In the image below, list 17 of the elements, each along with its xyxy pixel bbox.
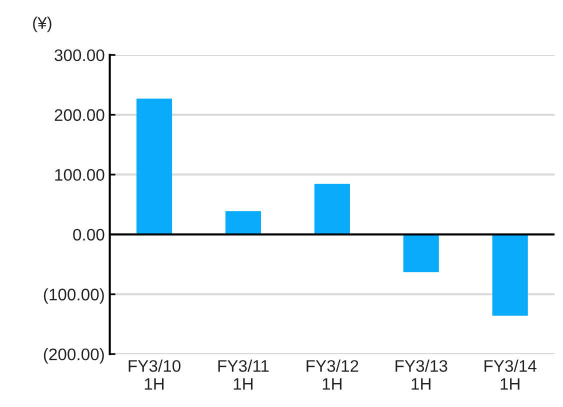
y-tick-label: (100.00) bbox=[44, 288, 104, 304]
y-tick-label: (200.00) bbox=[44, 348, 104, 364]
bar bbox=[314, 184, 350, 234]
x-tick-label: FY3/11 1H bbox=[218, 360, 269, 390]
y-tick-label: 100.00 bbox=[55, 169, 104, 181]
bar bbox=[492, 234, 528, 316]
bar bbox=[403, 234, 439, 272]
x-tick-label: FY3/10 1H bbox=[128, 360, 180, 390]
y-tick-label: 0.00 bbox=[73, 228, 104, 241]
bar bbox=[225, 211, 262, 234]
y-tick-label: 200.00 bbox=[54, 109, 104, 121]
x-tick-label: FY3/13 1H bbox=[396, 360, 448, 390]
y-tick-label: 300.00 bbox=[54, 49, 104, 62]
x-tick-label: FY3/12 1H bbox=[306, 360, 358, 390]
x-tick-label: FY3/14 1H bbox=[484, 360, 536, 390]
y-axis-title: (¥) bbox=[33, 16, 52, 32]
bar bbox=[136, 98, 172, 234]
